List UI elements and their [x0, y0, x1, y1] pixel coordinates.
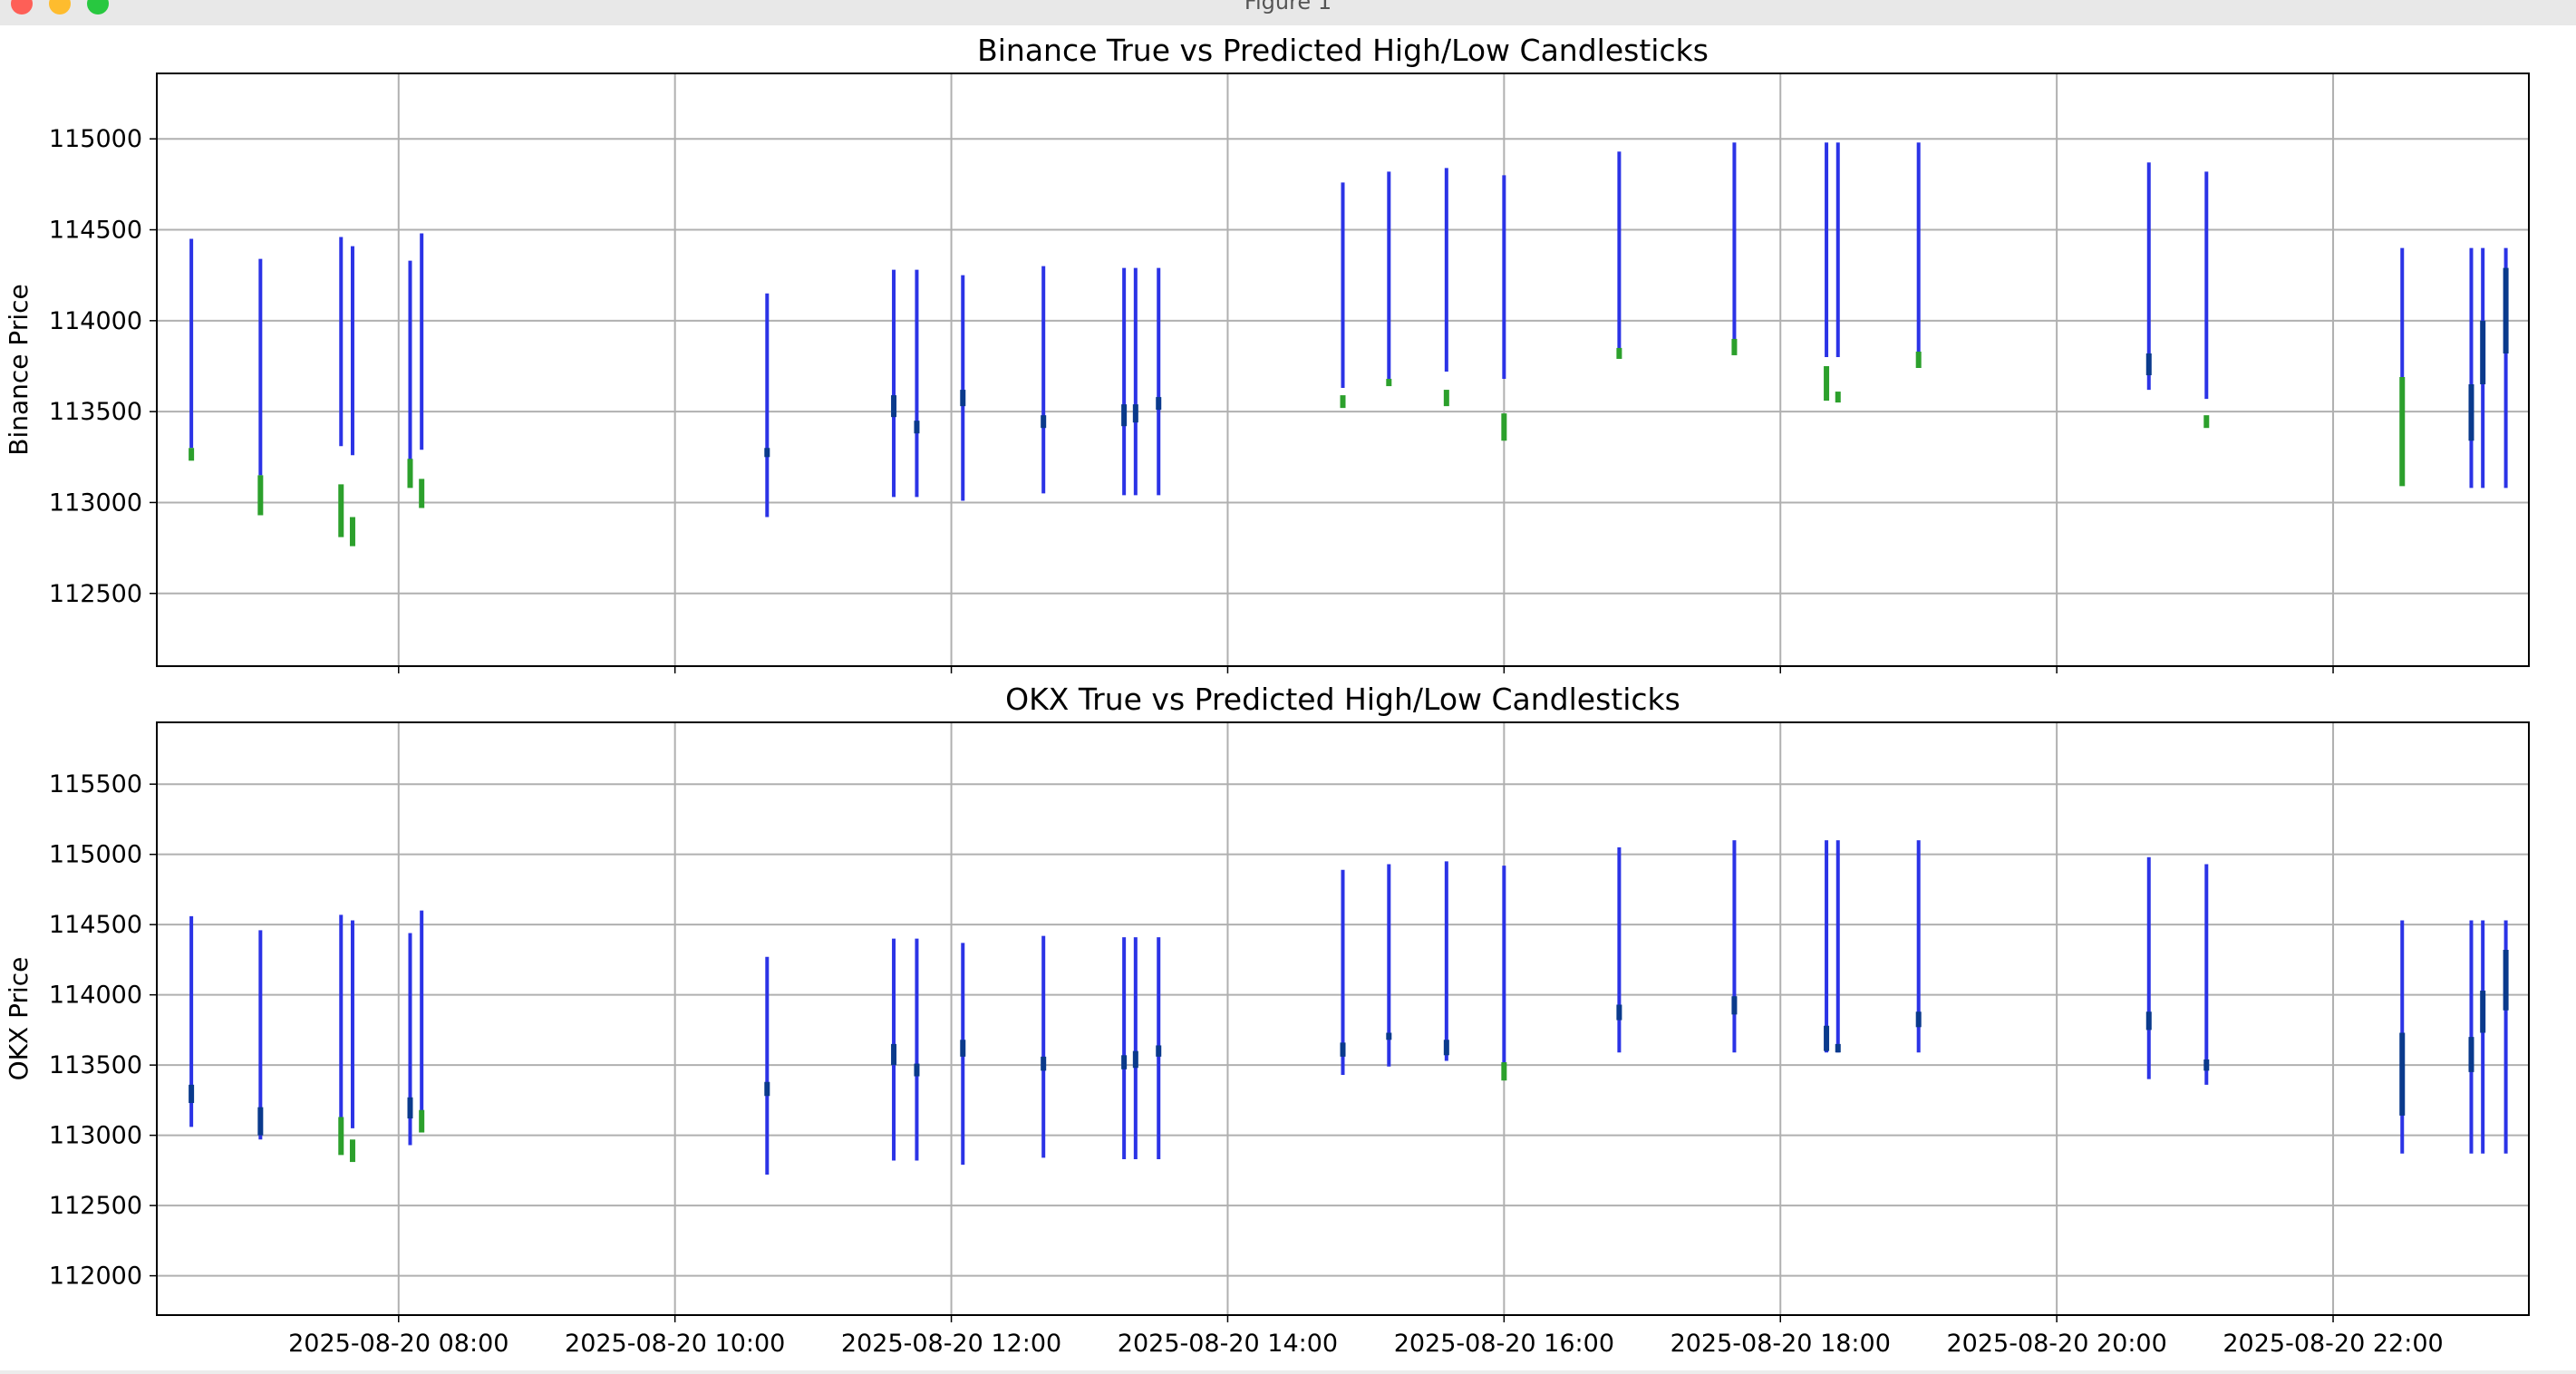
binance-y-tick-label-2: 113500 — [49, 398, 142, 426]
okx-y-tick-label-0: 112000 — [49, 1263, 142, 1291]
binance-axes-frame — [156, 73, 2530, 667]
okx-y-tick-label-4: 114000 — [49, 982, 142, 1010]
x-tick-label-5: 2025-08-20 18:00 — [1671, 1330, 1891, 1358]
minimize-window-button[interactable] — [49, 0, 71, 15]
okx-axes-frame — [156, 721, 2530, 1316]
window-title: Figure 1 — [1244, 0, 1332, 15]
okx-y-axis-label: OKX Price — [4, 957, 34, 1081]
binance-chart-title: Binance True vs Predicted High/Low Candl… — [977, 33, 1709, 68]
binance-y-tick-label-3: 114000 — [49, 307, 142, 335]
binance-y-axis-label: Binance Price — [4, 284, 34, 455]
okx-y-tick-label-1: 112500 — [49, 1192, 142, 1220]
binance-y-tick-label-4: 114500 — [49, 217, 142, 245]
binance-y-tick-label-5: 115000 — [49, 125, 142, 153]
okx-y-tick-label-6: 115000 — [49, 841, 142, 869]
x-tick-label-2: 2025-08-20 12:00 — [841, 1330, 1061, 1358]
x-tick-label-0: 2025-08-20 08:00 — [288, 1330, 508, 1358]
maximize-window-button[interactable] — [87, 0, 109, 15]
okx-y-tick-label-7: 115500 — [49, 770, 142, 798]
close-window-button[interactable] — [11, 0, 33, 15]
x-tick-label-6: 2025-08-20 20:00 — [1946, 1330, 2166, 1358]
x-tick-label-4: 2025-08-20 16:00 — [1394, 1330, 1614, 1358]
okx-chart-title: OKX True vs Predicted High/Low Candlesti… — [1005, 682, 1680, 717]
x-tick-label-1: 2025-08-20 10:00 — [565, 1330, 785, 1358]
okx-y-tick-label-3: 113500 — [49, 1051, 142, 1079]
binance-y-tick-label-0: 112500 — [49, 580, 142, 608]
figure-canvas: 112500 113000 113500 114000 114500 115000 Bina… — [0, 25, 2576, 1370]
x-tick-label-7: 2025-08-20 22:00 — [2223, 1330, 2443, 1358]
x-tick-label-3: 2025-08-20 14:00 — [1118, 1330, 1338, 1358]
binance-y-tick-label-1: 113000 — [49, 489, 142, 517]
window-titlebar: Figure 1 — [0, 0, 2576, 26]
okx-y-tick-label-2: 113000 — [49, 1122, 142, 1150]
figure-svg: 112500 113000 113500 114000 114500 115000 Bina… — [4, 33, 2530, 1358]
okx-y-tick-label-5: 114500 — [49, 911, 142, 939]
